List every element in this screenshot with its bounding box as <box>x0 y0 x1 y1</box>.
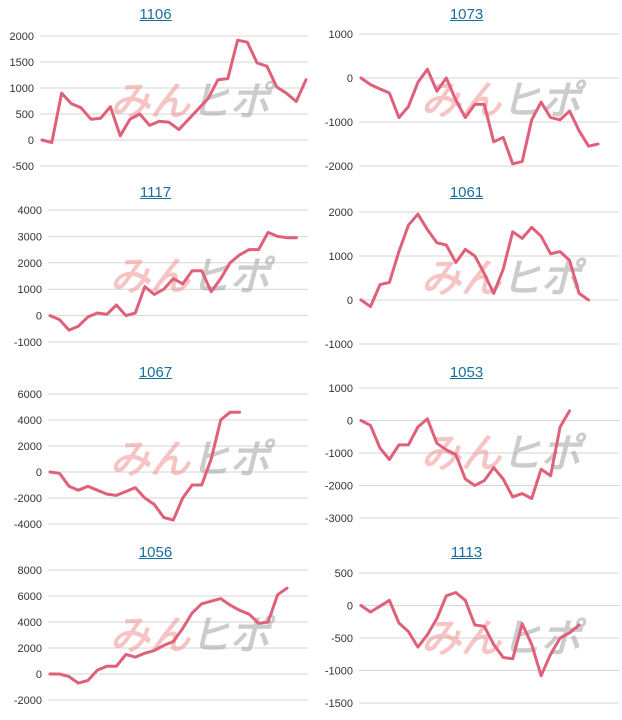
y-tick-label: -1000 <box>325 448 353 460</box>
chart-panel-1113: 1113 500 0 -500 -1000 -1500 みん ヒポ <box>311 540 622 720</box>
watermark-logo-left: みん <box>110 79 192 125</box>
y-tick-label: 4000 <box>18 415 42 427</box>
chart-title-link[interactable]: 1053 <box>449 364 484 381</box>
chart-panel-1106: 1106 2000 1500 1000 500 0 -500 みん ヒポ <box>0 0 311 180</box>
chart-title-link[interactable]: 1106 <box>139 6 172 23</box>
y-tick-label: 2000 <box>329 207 353 219</box>
watermark-logo-right: ヒポ <box>190 437 276 483</box>
y-tick-label: 500 <box>335 568 353 580</box>
y-tick-label: -500 <box>12 161 34 173</box>
chart-panel-1117: 1117 4000 3000 2000 1000 0 -1000 みん ヒポ <box>0 180 311 360</box>
chart-panel-1061: 1061 2000 1000 0 -1000 みん ヒポ <box>311 180 622 360</box>
y-tick-label: 2000 <box>18 258 42 270</box>
y-tick-label: -1000 <box>325 339 353 351</box>
y-tick-label: -1000 <box>14 337 42 349</box>
y-tick-label: 1000 <box>329 29 353 41</box>
watermark-logo-right: ヒポ <box>190 613 276 659</box>
chart-title-link[interactable]: 1061 <box>449 184 484 201</box>
series-line <box>359 591 581 678</box>
y-tick-label: 0 <box>36 311 42 323</box>
y-tick-label: 4000 <box>18 617 42 629</box>
y-tick-label: -500 <box>331 633 353 645</box>
watermark-logo-left: みん <box>110 437 192 483</box>
series-line <box>40 38 308 145</box>
y-tick-label: 2000 <box>18 441 42 453</box>
y-tick-label: 2000 <box>10 31 34 43</box>
y-tick-label: 1500 <box>10 57 34 69</box>
y-tick-label: 0 <box>36 467 42 479</box>
chart-panel-1067: 1067 6000 4000 2000 0 -2000 -4000 みん ヒポ <box>0 360 311 540</box>
y-tick-label: 8000 <box>18 565 42 577</box>
chart-panel-1073: 1073 1000 0 -1000 -2000 みん ヒポ <box>311 0 622 180</box>
chart-panel-1056: 1056 8000 6000 4000 2000 0 -2000 みん ヒポ <box>0 540 311 720</box>
y-tick-label: 1000 <box>329 251 353 263</box>
series-line <box>48 230 298 332</box>
y-tick-label: 0 <box>347 601 353 613</box>
y-tick-label: 500 <box>16 109 34 121</box>
y-tick-label: -2000 <box>325 161 353 173</box>
y-tick-label: -1000 <box>325 666 353 678</box>
y-tick-label: -1000 <box>325 117 353 129</box>
y-tick-label: 0 <box>347 416 353 428</box>
chart-title-link[interactable]: 1113 <box>450 544 483 561</box>
y-tick-label: 0 <box>347 73 353 85</box>
y-tick-label: 6000 <box>18 591 42 603</box>
y-tick-label: -2000 <box>14 695 42 707</box>
chart-title-link[interactable]: 1073 <box>449 6 484 23</box>
watermark-logo-right: ヒポ <box>501 256 587 302</box>
watermark-logo-right: ヒポ <box>501 431 587 477</box>
y-tick-label: 0 <box>36 669 42 681</box>
y-tick-label: -1500 <box>325 698 353 710</box>
chart-title-link[interactable]: 1056 <box>138 544 173 561</box>
y-tick-label: 6000 <box>18 389 42 401</box>
chart-title-link[interactable]: 1067 <box>138 364 173 381</box>
series-line <box>359 409 572 500</box>
chart-panel-1053: 1053 1000 0 -1000 -2000 -3000 みん ヒポ <box>311 360 622 540</box>
y-tick-label: -4000 <box>14 519 42 531</box>
series-line <box>48 410 242 522</box>
line-chart: 2000 1000 0 -1000 みん ヒポ <box>325 207 619 351</box>
y-tick-label: 0 <box>347 295 353 307</box>
y-tick-label: 1000 <box>18 284 42 296</box>
line-chart: 6000 4000 2000 0 -2000 -4000 みん ヒポ <box>14 389 308 531</box>
y-tick-label: 1000 <box>329 383 353 395</box>
series-line <box>48 586 289 685</box>
y-tick-label: -2000 <box>325 481 353 493</box>
y-tick-label: 3000 <box>18 231 42 243</box>
y-tick-label: 2000 <box>18 643 42 655</box>
watermark-logo-left: みん <box>421 256 503 302</box>
chart-title-link[interactable]: 1117 <box>139 184 172 201</box>
series-line <box>359 212 591 309</box>
y-tick-label: 1000 <box>10 83 34 95</box>
y-tick-label: -2000 <box>14 493 42 505</box>
y-tick-label: 4000 <box>18 205 42 217</box>
y-tick-label: 0 <box>28 135 34 147</box>
series-line <box>359 67 600 166</box>
y-tick-label: -3000 <box>325 513 353 525</box>
